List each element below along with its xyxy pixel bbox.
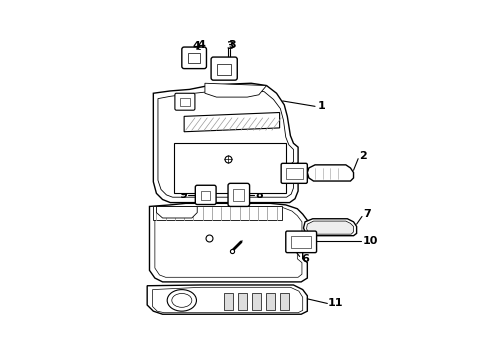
- Text: 9: 9: [179, 190, 187, 200]
- Text: 2: 2: [359, 152, 367, 161]
- FancyBboxPatch shape: [196, 185, 216, 204]
- Text: 6: 6: [301, 254, 309, 264]
- Text: 11: 11: [328, 298, 343, 309]
- Polygon shape: [149, 203, 307, 282]
- Text: 1: 1: [318, 101, 326, 111]
- Text: 4: 4: [193, 41, 200, 51]
- FancyBboxPatch shape: [182, 47, 206, 69]
- Polygon shape: [205, 83, 267, 97]
- Bar: [179, 98, 190, 106]
- Text: 8: 8: [255, 190, 263, 200]
- Text: 3: 3: [226, 41, 234, 51]
- Bar: [201, 191, 210, 199]
- Bar: [224, 293, 233, 310]
- Polygon shape: [307, 165, 354, 181]
- Text: 3: 3: [228, 40, 236, 50]
- Bar: [233, 189, 244, 201]
- Bar: [291, 237, 311, 248]
- Text: 7: 7: [363, 209, 370, 219]
- Polygon shape: [307, 221, 354, 234]
- Polygon shape: [153, 83, 298, 203]
- Bar: [174, 143, 286, 193]
- FancyBboxPatch shape: [211, 57, 237, 80]
- Bar: [280, 293, 289, 310]
- FancyBboxPatch shape: [228, 183, 249, 206]
- FancyBboxPatch shape: [281, 163, 307, 183]
- Text: 10: 10: [363, 236, 378, 246]
- Polygon shape: [184, 112, 280, 132]
- FancyBboxPatch shape: [286, 231, 317, 253]
- Bar: [266, 293, 275, 310]
- Bar: [286, 168, 303, 180]
- Bar: [188, 53, 200, 63]
- Polygon shape: [147, 285, 307, 314]
- Polygon shape: [153, 206, 282, 220]
- Bar: [252, 293, 261, 310]
- FancyBboxPatch shape: [175, 93, 195, 110]
- Bar: [217, 64, 231, 75]
- Ellipse shape: [167, 289, 196, 311]
- Polygon shape: [156, 206, 197, 218]
- Text: 5: 5: [328, 169, 336, 179]
- Polygon shape: [303, 219, 357, 236]
- Bar: [238, 293, 247, 310]
- Text: 4: 4: [198, 40, 206, 50]
